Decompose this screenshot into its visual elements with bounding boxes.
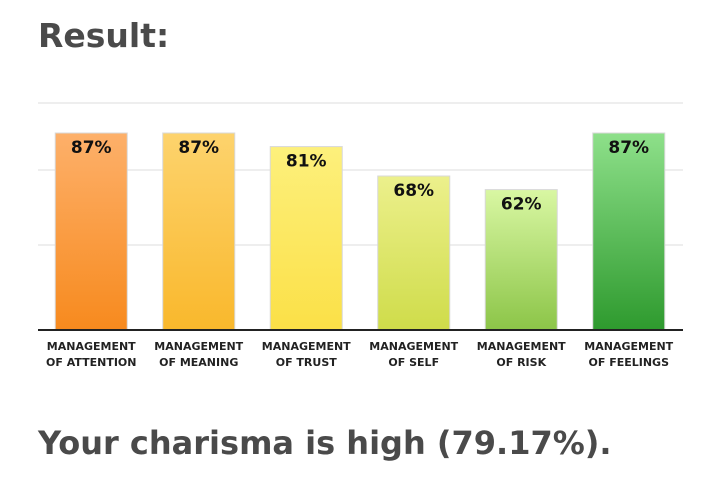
bar-value-label: 87% <box>608 138 649 158</box>
x-tick-label: OF MEANING <box>159 356 238 369</box>
x-tick-label: MANAGEMENT <box>369 340 458 353</box>
bar-value-label: 68% <box>393 181 434 201</box>
bar-value-label: 87% <box>178 138 219 158</box>
x-tick-label: MANAGEMENT <box>584 340 673 353</box>
x-tick-label: MANAGEMENT <box>477 340 566 353</box>
bar-value-label: 62% <box>501 195 542 215</box>
bar-value-label: 87% <box>71 138 112 158</box>
x-tick-label: MANAGEMENT <box>262 340 351 353</box>
charisma-summary: Your charisma is high (79.17%). <box>38 424 612 462</box>
x-tick-label: MANAGEMENT <box>47 340 136 353</box>
bar-value-label: 81% <box>286 152 327 172</box>
bars <box>54 132 666 331</box>
bar <box>162 132 236 331</box>
bar <box>269 146 343 331</box>
x-tick-label: OF SELF <box>388 356 439 369</box>
x-tick-label: OF FEELINGS <box>589 356 670 369</box>
bar <box>484 189 558 331</box>
result-heading: Result: <box>38 16 170 55</box>
x-tick-label: OF ATTENTION <box>46 356 137 369</box>
gridlines <box>38 102 683 246</box>
x-tick-labels: MANAGEMENT OF ATTENTION MANAGEMENT OF MEANI… <box>46 340 674 369</box>
value-labels: 87% 87% 81% 68% 62% 87% <box>71 138 649 215</box>
x-tick-label: OF RISK <box>496 356 546 369</box>
bar <box>592 132 666 331</box>
x-tick-label: OF TRUST <box>276 356 338 369</box>
bar-chart: 87% 87% 81% 68% 62% 87% MANAGEMENT OF ATTENTIO… <box>38 102 683 369</box>
x-tick-label: MANAGEMENT <box>154 340 243 353</box>
bar <box>54 132 128 331</box>
